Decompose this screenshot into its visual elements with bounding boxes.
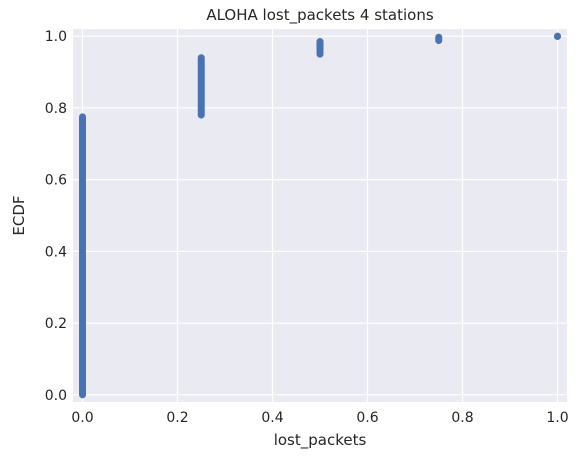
x-tick-label-5: 1.0 bbox=[546, 410, 568, 426]
y-tick-label-5: 1.0 bbox=[45, 29, 67, 45]
y-tick-label-1: 0.2 bbox=[45, 316, 67, 332]
x-tick-label-1: 0.2 bbox=[166, 410, 188, 426]
x-tick-label-2: 0.4 bbox=[261, 410, 283, 426]
y-tick-label-2: 0.4 bbox=[45, 244, 67, 260]
y-tick-label-0: 0.0 bbox=[45, 388, 67, 404]
y-tick-label-3: 0.6 bbox=[45, 173, 67, 189]
x-tick-labels: 0.0 0.2 0.4 0.6 0.8 1.0 bbox=[71, 410, 568, 426]
chart-title: ALOHA lost_packets 4 stations bbox=[206, 6, 433, 25]
y-axis-label: ECDF bbox=[10, 195, 28, 235]
data-marks bbox=[79, 32, 561, 399]
y-tick-label-4: 0.8 bbox=[45, 101, 67, 117]
x-tick-label-3: 0.6 bbox=[356, 410, 378, 426]
x-axis-label: lost_packets bbox=[274, 431, 367, 450]
y-tick-labels: 0.0 0.2 0.4 0.6 0.8 1.0 bbox=[45, 29, 67, 404]
grid-lines bbox=[73, 29, 567, 402]
x-tick-label-0: 0.0 bbox=[71, 410, 93, 426]
x-tick-label-4: 0.8 bbox=[451, 410, 473, 426]
plot-area bbox=[73, 29, 567, 402]
